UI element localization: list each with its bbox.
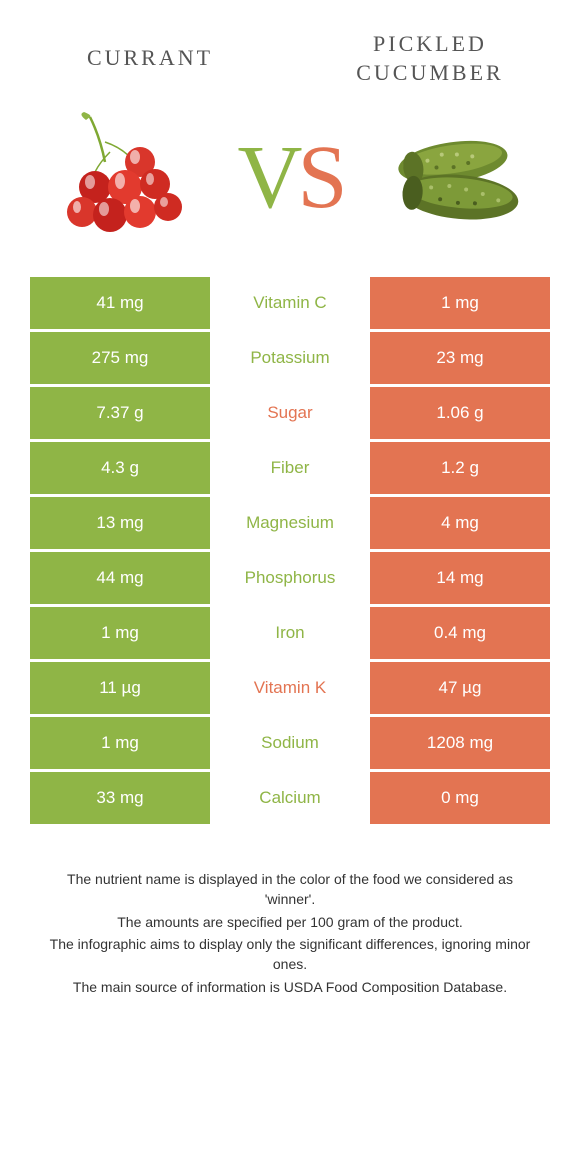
cell-left-value: 1 mg	[30, 607, 210, 659]
cell-right-value: 23 mg	[370, 332, 550, 384]
cell-right-value: 0 mg	[370, 772, 550, 824]
cell-nutrient-label: Sodium	[210, 717, 370, 769]
comparison-table: 41 mgVitamin C1 mg275 mgPotassium23 mg7.…	[30, 277, 550, 824]
table-row: 1 mgSodium1208 mg	[30, 717, 550, 769]
vs-label: VS	[237, 126, 342, 229]
cell-right-value: 1.2 g	[370, 442, 550, 494]
currant-image	[50, 117, 200, 237]
table-row: 1 mgIron0.4 mg	[30, 607, 550, 659]
cell-nutrient-label: Magnesium	[210, 497, 370, 549]
cell-right-value: 1208 mg	[370, 717, 550, 769]
hero-row: VS	[30, 117, 550, 277]
cell-left-value: 13 mg	[30, 497, 210, 549]
header: CURRANT PICKLED CUCUMBER	[30, 30, 550, 87]
cell-nutrient-label: Fiber	[210, 442, 370, 494]
vs-s: S	[297, 128, 342, 227]
food-title-left: CURRANT	[50, 44, 250, 73]
table-row: 41 mgVitamin C1 mg	[30, 277, 550, 329]
table-row: 4.3 gFiber1.2 g	[30, 442, 550, 494]
cell-nutrient-label: Sugar	[210, 387, 370, 439]
vs-v: V	[237, 128, 297, 227]
pickle-image	[380, 117, 530, 237]
footnote-line: The nutrient name is displayed in the co…	[40, 869, 540, 910]
footnotes: The nutrient name is displayed in the co…	[30, 869, 550, 997]
cell-right-value: 14 mg	[370, 552, 550, 604]
footnote-line: The infographic aims to display only the…	[40, 934, 540, 975]
footnote-line: The main source of information is USDA F…	[40, 977, 540, 997]
table-row: 33 mgCalcium0 mg	[30, 772, 550, 824]
table-row: 44 mgPhosphorus14 mg	[30, 552, 550, 604]
cell-left-value: 275 mg	[30, 332, 210, 384]
cell-right-value: 0.4 mg	[370, 607, 550, 659]
cell-left-value: 7.37 g	[30, 387, 210, 439]
cell-nutrient-label: Iron	[210, 607, 370, 659]
footnote-line: The amounts are specified per 100 gram o…	[40, 912, 540, 932]
cell-nutrient-label: Potassium	[210, 332, 370, 384]
cell-left-value: 1 mg	[30, 717, 210, 769]
cell-nutrient-label: Vitamin K	[210, 662, 370, 714]
cell-left-value: 44 mg	[30, 552, 210, 604]
food-title-right: PICKLED CUCUMBER	[330, 30, 530, 87]
cell-nutrient-label: Phosphorus	[210, 552, 370, 604]
cell-right-value: 47 µg	[370, 662, 550, 714]
table-row: 11 µgVitamin K47 µg	[30, 662, 550, 714]
cell-right-value: 1 mg	[370, 277, 550, 329]
cell-right-value: 4 mg	[370, 497, 550, 549]
infographic-container: CURRANT PICKLED CUCUMBER	[0, 0, 580, 1174]
cell-left-value: 41 mg	[30, 277, 210, 329]
table-row: 13 mgMagnesium4 mg	[30, 497, 550, 549]
table-row: 275 mgPotassium23 mg	[30, 332, 550, 384]
cell-left-value: 33 mg	[30, 772, 210, 824]
cell-nutrient-label: Calcium	[210, 772, 370, 824]
cell-left-value: 4.3 g	[30, 442, 210, 494]
table-row: 7.37 gSugar1.06 g	[30, 387, 550, 439]
cell-right-value: 1.06 g	[370, 387, 550, 439]
cell-left-value: 11 µg	[30, 662, 210, 714]
cell-nutrient-label: Vitamin C	[210, 277, 370, 329]
